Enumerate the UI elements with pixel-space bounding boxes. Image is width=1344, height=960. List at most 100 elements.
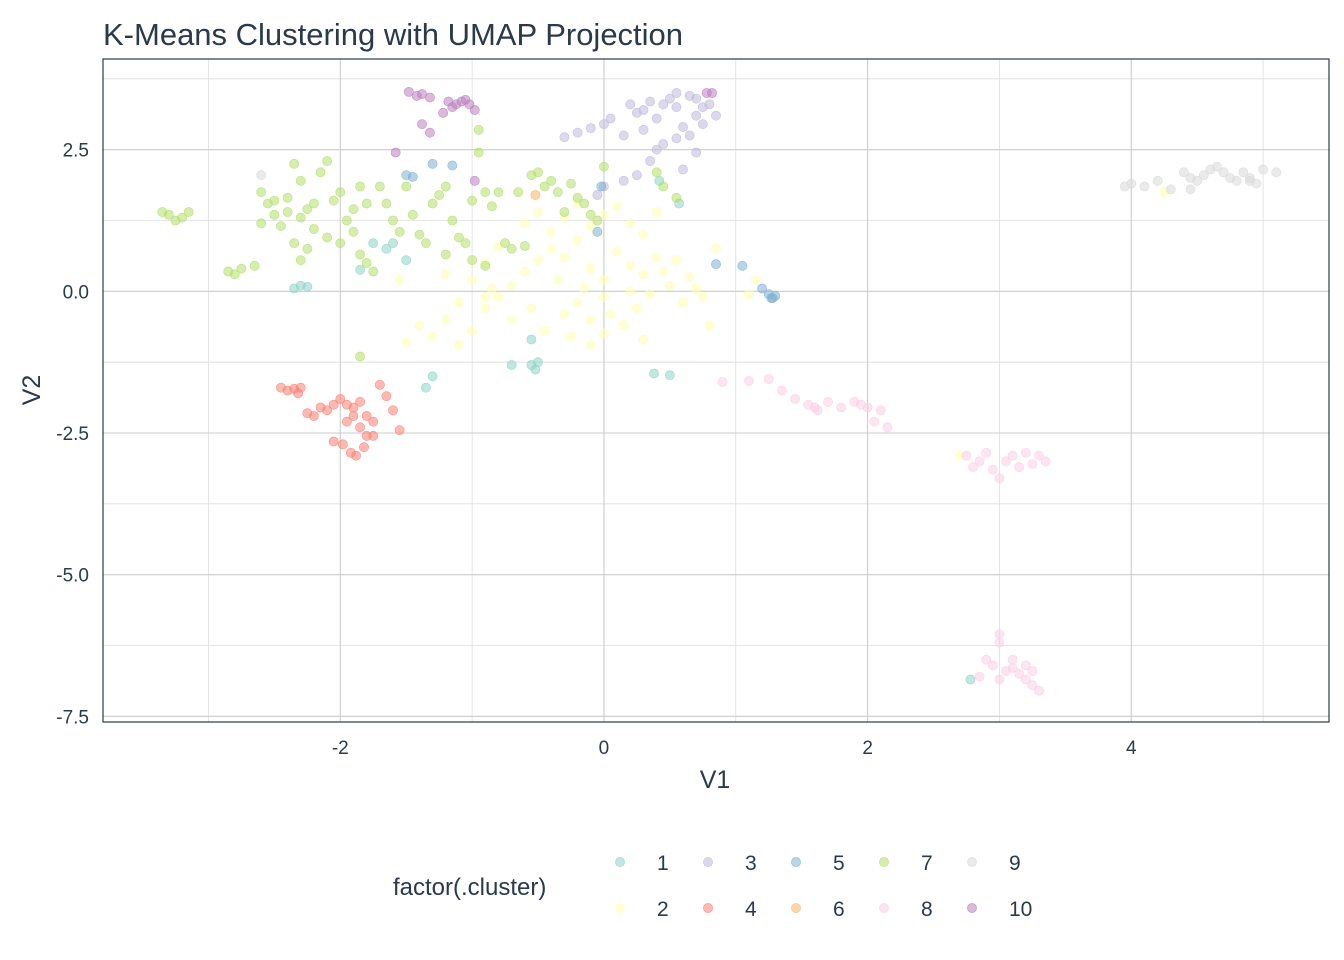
cluster-8-point bbox=[856, 399, 866, 410]
cluster-2-point bbox=[467, 275, 478, 285]
cluster-9-point bbox=[1152, 175, 1163, 186]
cluster-7-point bbox=[460, 238, 471, 249]
legend-label-1: 1 bbox=[657, 852, 669, 875]
cluster-7-point bbox=[592, 215, 603, 226]
cluster-2-point bbox=[440, 314, 451, 325]
cluster-7-point bbox=[473, 124, 484, 135]
cluster-7-point bbox=[236, 263, 247, 274]
cluster-3-point bbox=[638, 105, 649, 115]
cluster-2-point bbox=[671, 255, 682, 266]
cluster-8-point bbox=[1007, 654, 1018, 665]
cluster-2-point bbox=[414, 320, 425, 331]
cluster-2-point bbox=[454, 340, 464, 351]
cluster-7-point bbox=[513, 187, 524, 198]
cluster-3-point bbox=[691, 110, 702, 121]
cluster-7-point bbox=[658, 181, 669, 192]
cluster-8-point bbox=[1034, 450, 1044, 461]
cluster-8-point bbox=[809, 402, 820, 413]
cluster-3-point bbox=[651, 113, 662, 124]
cluster-2-point bbox=[625, 286, 636, 297]
cluster-8-point bbox=[1034, 685, 1044, 696]
cluster-7-point bbox=[256, 187, 267, 198]
chart-title: K-Means Clustering with UMAP Projection bbox=[103, 17, 683, 52]
cluster-4-point bbox=[368, 416, 379, 427]
cluster-7-point bbox=[341, 215, 352, 226]
cluster-2-point bbox=[585, 314, 596, 325]
cluster-2-point bbox=[599, 209, 609, 220]
cluster-3-point bbox=[691, 147, 702, 158]
cluster-7-point bbox=[447, 215, 458, 226]
cluster-1-point bbox=[533, 357, 543, 368]
y-tick-label: -7.5 bbox=[56, 707, 89, 728]
cluster-7-point bbox=[407, 209, 418, 220]
cluster-2-point bbox=[559, 252, 570, 263]
cluster-7-point bbox=[493, 187, 504, 198]
cluster-5-point bbox=[592, 226, 603, 237]
cluster-1-point bbox=[427, 371, 438, 382]
cluster-4-point bbox=[381, 391, 392, 402]
cluster-2-point bbox=[427, 331, 438, 342]
cluster-1-point bbox=[355, 264, 365, 275]
legend-key-4 bbox=[703, 903, 713, 913]
cluster-9-point bbox=[1192, 175, 1203, 186]
cluster-3-point bbox=[645, 156, 655, 166]
legend-label-5: 5 bbox=[833, 852, 845, 875]
cluster-7-point bbox=[500, 238, 510, 249]
cluster-7-point bbox=[309, 224, 319, 234]
cluster-2-point bbox=[519, 266, 530, 277]
cluster-2-point bbox=[480, 303, 491, 314]
cluster-7-point bbox=[183, 207, 194, 217]
cluster-2-point bbox=[401, 337, 412, 348]
cluster-8-point bbox=[981, 447, 992, 458]
legend-key-8 bbox=[879, 903, 889, 913]
cluster-4-point bbox=[348, 411, 359, 421]
cluster-3-point bbox=[651, 144, 662, 155]
cluster-9-point bbox=[1185, 184, 1196, 195]
legend-label-4: 4 bbox=[745, 898, 757, 921]
y-tick-label: 2.5 bbox=[63, 141, 89, 162]
cluster-8-point bbox=[1014, 462, 1025, 472]
cluster-7-point bbox=[335, 238, 346, 249]
cluster-8-point bbox=[994, 473, 1005, 484]
cluster-9-point bbox=[1271, 167, 1282, 178]
legend-label-2: 2 bbox=[657, 898, 669, 921]
cluster-7-point bbox=[401, 181, 412, 192]
cluster-8-point bbox=[875, 405, 886, 416]
cluster-9-point bbox=[1231, 175, 1242, 186]
cluster-7-point bbox=[533, 167, 543, 178]
cluster-3-point bbox=[618, 130, 629, 141]
cluster-4-point bbox=[338, 439, 348, 450]
cluster-10-point bbox=[469, 105, 480, 115]
cluster-8-point bbox=[1027, 680, 1038, 691]
cluster-1-point bbox=[965, 674, 976, 685]
cluster-2-point bbox=[566, 331, 576, 342]
cluster-1-point bbox=[421, 382, 431, 393]
cluster-4-point bbox=[293, 388, 304, 399]
cluster-3-point bbox=[572, 127, 583, 138]
cluster-1-point bbox=[664, 370, 675, 381]
cluster-1-point bbox=[506, 360, 517, 370]
cluster-2-point bbox=[519, 218, 530, 229]
cluster-7-point bbox=[579, 198, 590, 209]
cluster-2-point bbox=[572, 297, 583, 308]
legend-label-6: 6 bbox=[833, 898, 845, 921]
cluster-8-point bbox=[1040, 456, 1051, 467]
cluster-7-point bbox=[322, 232, 333, 243]
cluster-1-point bbox=[302, 281, 313, 292]
cluster-1-point bbox=[388, 238, 398, 249]
cluster-3-point bbox=[658, 139, 669, 149]
y-axis-ticks: -7.5 -5.0 -2.5 0.0 2.5 bbox=[56, 141, 89, 729]
cluster-7-point bbox=[572, 192, 583, 203]
cluster-2-point bbox=[612, 246, 623, 257]
cluster-8-point bbox=[987, 660, 998, 671]
cluster-2-point bbox=[599, 275, 609, 285]
cluster-10-point bbox=[417, 119, 427, 130]
cluster-9-point bbox=[1139, 181, 1150, 192]
cluster-2-point bbox=[612, 201, 623, 212]
cluster-7-point bbox=[552, 187, 563, 198]
cluster-7-point bbox=[381, 198, 392, 209]
cluster-8-point bbox=[1027, 666, 1038, 676]
cluster-7-point bbox=[348, 226, 359, 237]
cluster-1-point bbox=[526, 334, 537, 345]
cluster-3-point bbox=[625, 99, 636, 110]
